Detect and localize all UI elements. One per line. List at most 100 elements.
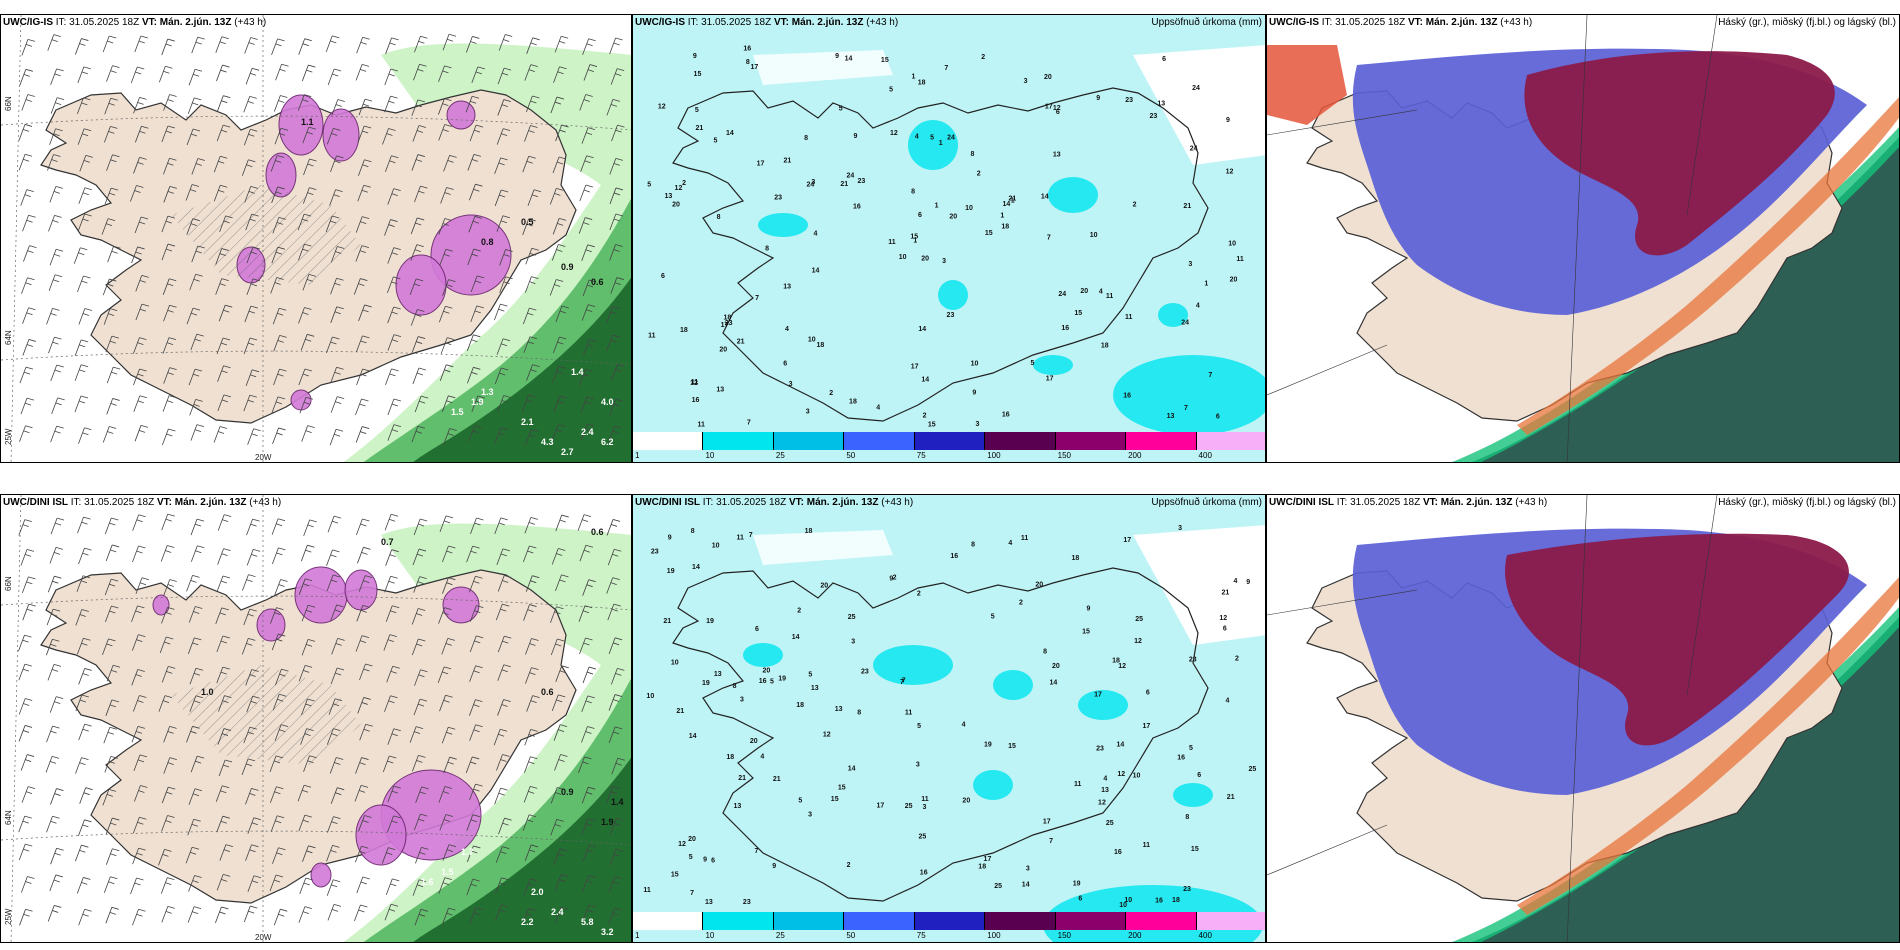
wind-barb <box>47 664 62 681</box>
precip-value-label: 18 <box>1071 555 1079 562</box>
wind-barb <box>216 635 230 653</box>
lon-label-20w: 20W <box>255 933 272 942</box>
precip-value-label: 14 <box>1116 742 1124 749</box>
wind-barb <box>163 725 177 743</box>
wind-barb <box>439 248 453 266</box>
wind-barb <box>102 278 117 296</box>
precip-value-label: 25 <box>994 883 1002 890</box>
wind-barb <box>439 694 453 712</box>
precip-value-label: 9 <box>772 863 776 870</box>
wind-barb <box>274 127 289 145</box>
wind-barb <box>410 244 424 261</box>
precip-value-label: 20 <box>949 214 957 221</box>
precip-value-label: 0.8 <box>481 237 494 247</box>
wind-barb <box>135 303 149 321</box>
wind-barb <box>414 669 428 686</box>
wind-barb <box>438 98 452 115</box>
wind-barb <box>469 665 483 682</box>
precip-value-label: 5 <box>1030 360 1034 367</box>
precip-value-label: 14 <box>692 564 700 571</box>
precip-value-label: 25 <box>1106 820 1114 827</box>
precip-value-label: 2.7 <box>561 447 574 457</box>
wind-barb <box>106 65 120 82</box>
wind-barb <box>415 786 429 804</box>
wind-barb <box>163 367 177 384</box>
wind-barb <box>162 278 177 295</box>
precip-value-label: 6 <box>711 858 715 865</box>
precip-value-label: 21 <box>696 125 704 132</box>
wind-barb <box>355 216 370 233</box>
wind-barb <box>78 908 92 926</box>
wind-barb <box>438 124 452 141</box>
precip-value-label: 18 <box>1101 342 1109 349</box>
precip-value-label: 21 <box>1183 203 1191 210</box>
lead-time: (+43 h) <box>881 497 914 508</box>
wind-barb <box>50 68 64 86</box>
panel-header: UWC/IG-IS IT: 31.05.2025 18Z VT: Mán. 2.… <box>3 17 266 28</box>
wind-barb <box>355 398 369 416</box>
wind-barb <box>414 185 428 203</box>
precip-value-label: 2 <box>1235 656 1239 663</box>
dry-area <box>1133 45 1265 165</box>
precip-value-label: 14 <box>812 267 820 274</box>
wind-barb <box>275 63 289 81</box>
wind-barb <box>190 333 204 351</box>
precip-value-label: 18 <box>796 702 804 709</box>
wind-barb <box>583 64 598 81</box>
precip-value-label: 2 <box>682 180 686 187</box>
precip-value-label: 6 <box>1197 772 1201 779</box>
wind-barb <box>465 756 480 774</box>
wind-barb <box>354 784 369 802</box>
wind-barb <box>298 243 312 261</box>
precip-value-label: 23 <box>725 320 733 327</box>
wind-barb <box>79 787 93 804</box>
panel-header: UWC/IG-IS IT: 31.05.2025 18Z VT: Mán. 2.… <box>1269 17 1532 28</box>
wind-barb <box>247 875 262 892</box>
precip-value-label: 1.9 <box>471 397 484 407</box>
wind-barb <box>466 814 480 831</box>
precip-value-label: 9 <box>668 534 672 541</box>
colorbar-segment <box>633 432 704 450</box>
colorbar-segment <box>703 912 774 930</box>
wind-barb <box>525 95 540 113</box>
wind-barb <box>105 699 120 716</box>
precip-value-label: 7 <box>755 295 759 302</box>
wind-barb <box>74 395 89 413</box>
precip-value-label: 2 <box>923 412 927 419</box>
wind-barb <box>494 303 508 321</box>
wind-barb <box>270 607 284 624</box>
wind-barb <box>189 398 203 416</box>
wind-barb <box>19 366 34 384</box>
wind-barb <box>46 308 60 325</box>
colorbar-tick-label: 100 <box>987 451 1001 460</box>
wind-barb <box>186 725 200 743</box>
precip-value-label: 18 <box>680 327 688 334</box>
wind-barb <box>18 663 32 681</box>
wind-barb <box>297 94 312 111</box>
precip-value-label: 17 <box>1046 375 1054 382</box>
wind-barb <box>133 368 147 386</box>
precip-value-label: 8 <box>970 151 974 158</box>
wind-barb <box>187 97 202 115</box>
high-cloud-area <box>1505 533 1849 746</box>
precip-map: 3511114182024121517689101374221231635111… <box>633 15 1265 462</box>
wind-barb <box>21 94 35 111</box>
wind-barb <box>47 905 62 922</box>
precip-value-label: 1 <box>935 203 939 210</box>
precip-value-label: 5 <box>713 138 717 145</box>
precip-value-label: 24 <box>1058 291 1066 298</box>
wind-barb <box>302 126 316 144</box>
wind-barb <box>609 37 623 55</box>
wind-barb <box>271 38 285 56</box>
wind-barb <box>18 519 32 536</box>
precip-value-label: 1.7 <box>461 847 474 857</box>
wind-barb <box>299 396 314 414</box>
wind-barb <box>443 756 457 774</box>
wind-barb <box>104 517 119 535</box>
wind-barb <box>185 184 200 201</box>
wind-barb <box>132 847 146 865</box>
precip-value-label: 19 <box>778 675 786 682</box>
wind-barb <box>104 578 119 596</box>
wind-barb <box>191 245 205 263</box>
wind-barb <box>582 904 596 922</box>
